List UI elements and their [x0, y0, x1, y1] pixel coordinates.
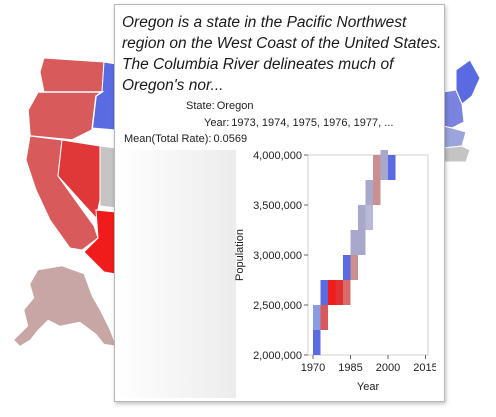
heatmap-cell-10[interactable]: [358, 230, 366, 255]
field-value-year: 1973, 1974, 1975, 1976, 1977, ...: [231, 117, 394, 129]
heatmap-cell-7[interactable]: [343, 280, 351, 305]
state-alaska[interactable]: [13, 265, 117, 347]
heatmap-cell-3[interactable]: [320, 280, 329, 305]
state-washington[interactable]: [39, 57, 105, 93]
tooltip-field-state: State: Oregon: [186, 100, 253, 112]
heatmap-cell-8[interactable]: [350, 255, 359, 280]
state-nevada[interactable]: [57, 139, 101, 220]
x-axis: 1970 1985 2000 2015: [301, 355, 436, 374]
x-tick-label: 1985: [338, 362, 362, 374]
heatmap-cell-5[interactable]: [335, 280, 344, 305]
population-year-heatmap: 2,000,000 2,500,000 3,000,000 3,500,000 4,00…: [234, 150, 436, 393]
graphlet-background: [116, 150, 236, 398]
heatmap-cell-2[interactable]: [320, 305, 329, 330]
heatmap-cell-6[interactable]: [343, 255, 351, 280]
heatmap-cell-17[interactable]: [380, 150, 389, 155]
state-description: Oregon is a state in the Pacific Northwe…: [122, 14, 442, 94]
x-tick-label: 2015: [413, 362, 436, 374]
heatmap-cell-0[interactable]: [313, 330, 321, 355]
heatmap-cell-4[interactable]: [328, 280, 336, 305]
field-value-mean-total-rate: 0.0569: [213, 133, 248, 145]
y-tick-label: 3,500,000: [253, 200, 302, 212]
field-label-year: Year:: [204, 117, 230, 129]
x-tick-label: 1970: [301, 362, 325, 374]
state-oregon[interactable]: [27, 91, 105, 141]
y-tick-label: 4,000,000: [253, 150, 302, 162]
tooltip-field-year: Year: 1973, 1974, 1975, 1976, 1977, ...: [204, 117, 393, 129]
x-axis-title: Year: [357, 381, 380, 393]
heatmap-cell-13[interactable]: [365, 180, 374, 205]
y-tick-label: 2,000,000: [253, 350, 302, 362]
heatmap-cell-12[interactable]: [365, 205, 374, 230]
y-tick-label: 2,500,000: [253, 300, 302, 312]
field-label-mean-total-rate: Mean(Total Rate):: [124, 133, 212, 145]
field-value-state: Oregon: [216, 100, 254, 112]
heatmap-cell-15[interactable]: [373, 155, 381, 180]
heatmap-cell-1[interactable]: [313, 305, 321, 330]
tooltip-field-mean-total-rate: Mean(Total Rate): 0.0569: [124, 133, 247, 145]
state-mid-atlantic[interactable]: [442, 145, 471, 163]
y-axis: 2,000,000 2,500,000 3,000,000 3,500,000 4,00…: [253, 150, 308, 362]
y-axis-title: Population: [234, 229, 246, 281]
heatmap-cell-18[interactable]: [388, 155, 396, 180]
heatmap-cell-9[interactable]: [350, 230, 359, 255]
y-tick-label: 3,000,000: [253, 250, 302, 262]
heatmap-cell-16[interactable]: [380, 155, 389, 180]
x-tick-label: 2000: [376, 362, 400, 374]
heatmap-cell-11[interactable]: [358, 205, 366, 230]
heatmap-cell-14[interactable]: [373, 180, 381, 205]
field-label-state: State:: [186, 100, 215, 112]
heatmap-cells: [313, 150, 396, 355]
state-new-york[interactable]: [442, 125, 467, 149]
